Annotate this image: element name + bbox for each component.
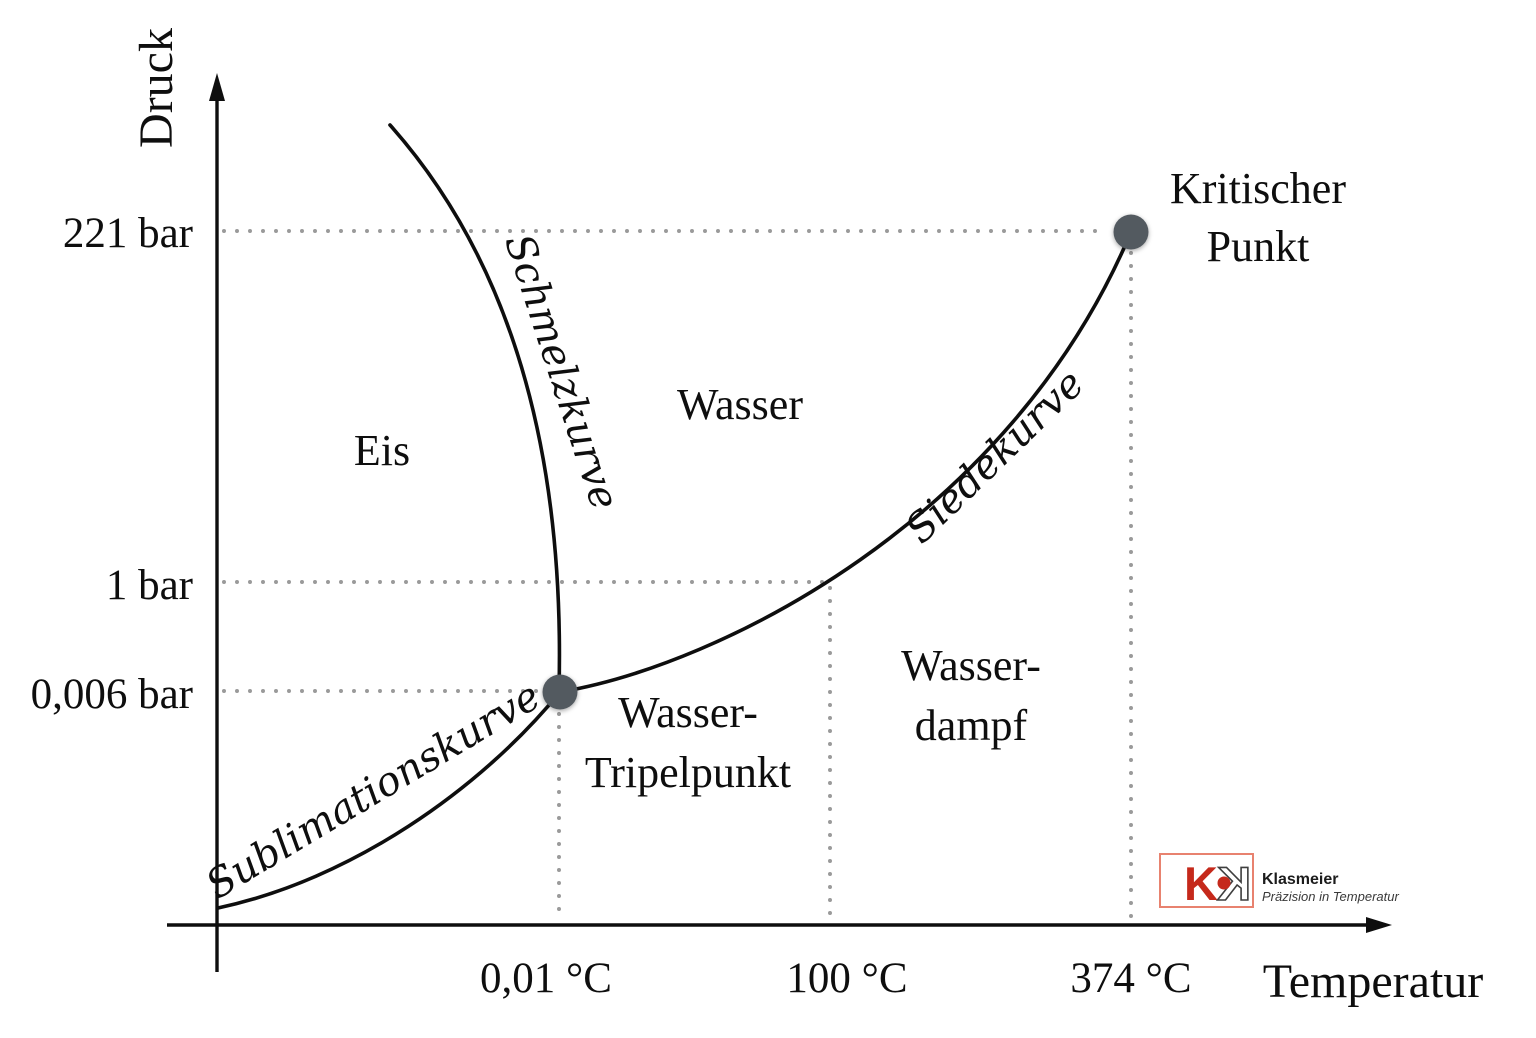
gridlines [222, 229, 1133, 924]
logo-brand-text: Klasmeier [1262, 871, 1339, 888]
logo-border-box [1159, 853, 1254, 908]
y-axis-title: Druck [130, 28, 183, 148]
triple-point-label-line2: Tripelpunkt [585, 748, 791, 797]
boiling-curve-label: Siedekurve [897, 361, 1093, 553]
critical-point-label-line1: Kritischer [1170, 164, 1346, 213]
logo-tagline-text: Präzision in Temperatur [1262, 889, 1399, 904]
phase-curves [216, 123, 1133, 910]
sublimation-curve [216, 690, 562, 910]
triple-point-label-line1: Wasser- [618, 688, 758, 737]
boiling-curve [558, 230, 1133, 694]
melting-curve [388, 123, 562, 692]
tick-001C: 0,01 °C [480, 955, 612, 1002]
tick-374C: 374 °C [1070, 955, 1191, 1002]
tick-100C: 100 °C [786, 955, 907, 1002]
triple-point-dot [542, 674, 578, 710]
x-axis-arrow [1366, 917, 1392, 933]
tick-0006bar: 0,006 bar [31, 671, 193, 718]
critical-point-label-line2: Punkt [1207, 222, 1310, 271]
region-ice-label: Eis [354, 426, 410, 475]
region-vapor-label-line2: dampf [915, 701, 1028, 750]
critical-point-dot [1113, 214, 1149, 250]
x-axis-title: Temperatur [1263, 955, 1484, 1008]
phase-points [542, 214, 1149, 710]
region-water-label: Wasser [677, 380, 803, 429]
logo-k-left: K [1184, 857, 1218, 910]
melting-curve-label: Schmelzkurve [495, 229, 627, 516]
logo: K K Klasmeier Präzision in Temperatur [1159, 853, 1399, 911]
region-vapor-label-line1: Wasser- [901, 641, 1041, 690]
y-axis-arrow [209, 73, 225, 101]
logo-dot-icon [1217, 876, 1231, 890]
tick-1bar: 1 bar [106, 562, 193, 609]
tick-221bar: 221 bar [63, 210, 193, 257]
axes [167, 73, 1392, 972]
sublimation-curve-label: Sublimationskurve [198, 673, 548, 909]
